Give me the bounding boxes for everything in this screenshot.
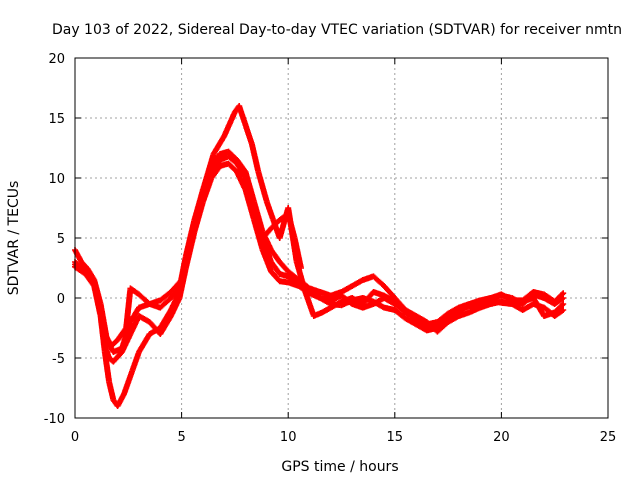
data-point xyxy=(268,259,282,276)
data-point xyxy=(225,160,239,174)
data-point xyxy=(127,314,142,337)
data-point xyxy=(114,326,129,343)
x-tick-label: 10 xyxy=(280,430,297,445)
data-point xyxy=(136,332,152,355)
data-point xyxy=(157,308,174,331)
data-point xyxy=(189,188,206,241)
data-point xyxy=(285,273,301,286)
data-point xyxy=(302,289,317,318)
chart-title: Day 103 of 2022, Sidereal Day-to-day VTE… xyxy=(52,22,622,38)
data-point xyxy=(560,290,567,297)
data-point xyxy=(434,311,450,325)
x-tick-label: 15 xyxy=(387,430,404,445)
data-point xyxy=(97,301,110,342)
series-day-5 xyxy=(259,211,304,271)
y-tick-label: 15 xyxy=(48,112,65,127)
data-point xyxy=(121,368,135,397)
data-point xyxy=(167,278,184,295)
data-point xyxy=(391,307,408,321)
data-point xyxy=(225,148,239,162)
y-tick-label: 0 xyxy=(57,292,65,307)
data-point xyxy=(251,217,266,252)
data-point xyxy=(359,290,376,307)
data-point xyxy=(530,295,547,318)
data-point xyxy=(268,268,282,284)
data-point xyxy=(391,298,408,313)
data-point xyxy=(101,349,112,384)
y-tick-label: 10 xyxy=(48,172,65,187)
series-day-1 xyxy=(72,160,567,365)
data-point xyxy=(221,110,238,139)
x-tick-label: 5 xyxy=(177,430,185,445)
data-point xyxy=(157,296,173,311)
data-point xyxy=(78,259,90,272)
y-tick-label: -10 xyxy=(44,412,65,427)
data-point xyxy=(129,350,142,373)
x-tick-label: 20 xyxy=(493,430,510,445)
data-series xyxy=(72,103,567,409)
data-point xyxy=(234,157,248,174)
data-point xyxy=(285,211,298,240)
data-point xyxy=(263,199,276,222)
data-point xyxy=(249,141,261,174)
data-point xyxy=(242,187,257,222)
data-point xyxy=(118,320,133,352)
data-point xyxy=(381,283,397,300)
grid-lines xyxy=(75,58,608,418)
data-point xyxy=(178,236,195,283)
data-point xyxy=(106,379,116,402)
data-point xyxy=(234,169,248,192)
x-tick-label: 25 xyxy=(600,430,617,445)
data-point xyxy=(370,273,386,288)
data-point xyxy=(560,307,567,313)
series-day-2 xyxy=(72,153,567,409)
y-tick-label: 20 xyxy=(48,52,65,67)
data-point xyxy=(434,320,450,335)
data-point xyxy=(210,134,227,157)
data-point xyxy=(127,285,141,297)
data-point xyxy=(259,247,274,274)
data-point xyxy=(291,235,304,270)
data-point xyxy=(127,305,142,325)
data-point xyxy=(157,289,173,304)
series-day-4 xyxy=(72,103,567,355)
data-point xyxy=(255,169,270,204)
y-tick-label: -5 xyxy=(52,352,65,367)
data-point xyxy=(551,302,566,316)
x-tick-label: 0 xyxy=(71,430,79,445)
data-point xyxy=(268,218,282,232)
data-point xyxy=(236,103,255,146)
data-point xyxy=(242,169,257,204)
data-point xyxy=(268,247,282,264)
x-axis-label: GPS time / hours xyxy=(281,459,398,475)
data-point xyxy=(285,268,301,283)
data-point xyxy=(259,226,274,241)
data-point xyxy=(199,152,217,193)
y-tick-label: 5 xyxy=(57,232,65,247)
data-point xyxy=(276,259,291,274)
data-point xyxy=(251,199,266,234)
data-point xyxy=(298,265,304,271)
y-axis-label: SDTVAR / TECUs xyxy=(6,181,22,296)
data-point xyxy=(560,301,567,307)
data-point xyxy=(167,290,182,313)
data-point xyxy=(551,307,565,319)
data-point xyxy=(110,350,124,365)
data-point xyxy=(167,286,182,301)
data-point xyxy=(551,291,566,305)
axis-ticks: 0 5 10 15 20 25 -10 -5 0 5 10 15 20 xyxy=(44,52,617,445)
